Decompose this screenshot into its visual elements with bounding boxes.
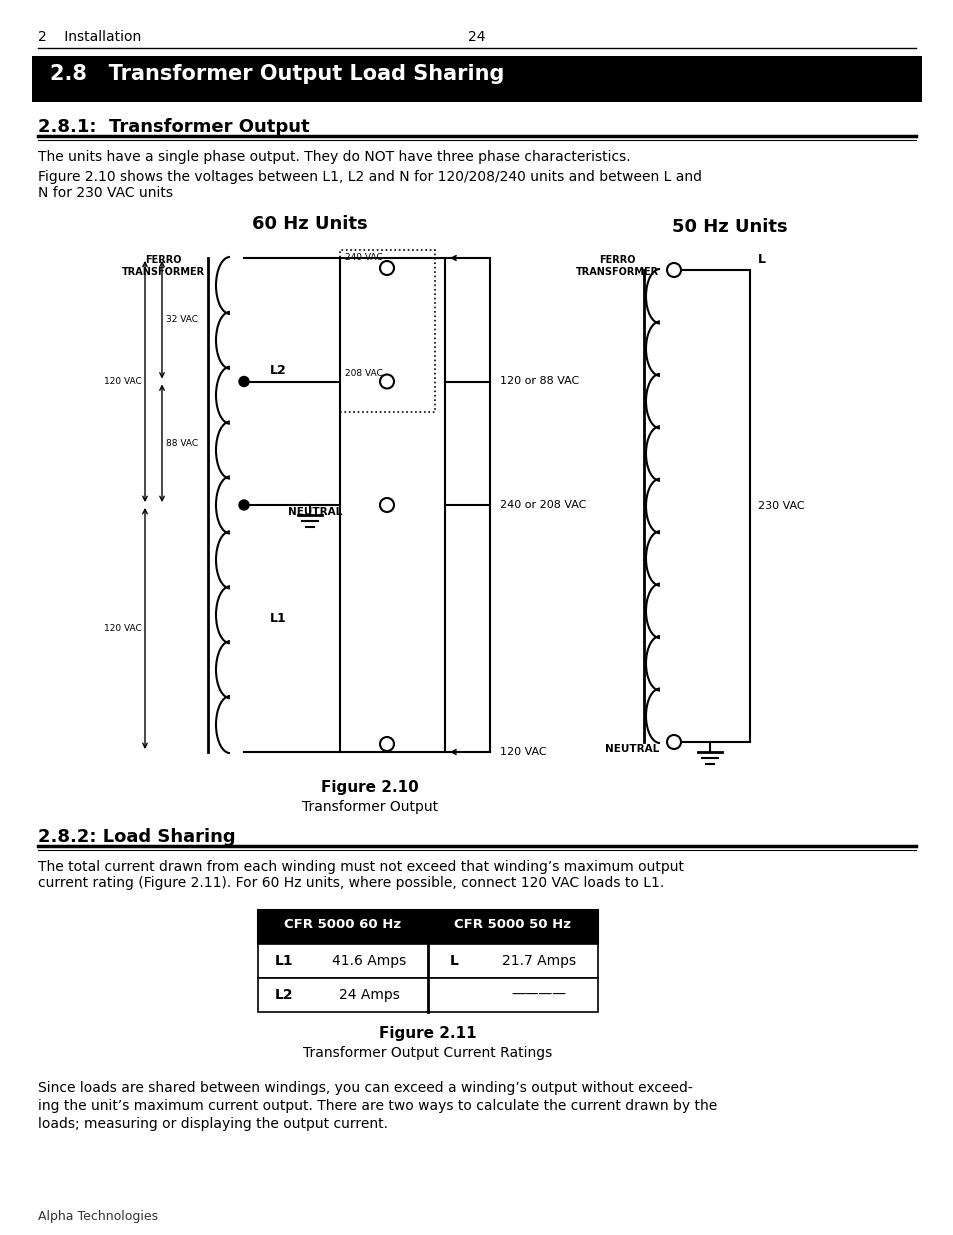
Text: 120 VAC: 120 VAC bbox=[104, 624, 142, 634]
Text: ing the unit’s maximum current output. There are two ways to calculate the curre: ing the unit’s maximum current output. T… bbox=[38, 1099, 717, 1113]
Circle shape bbox=[379, 737, 394, 751]
Text: 230 VAC: 230 VAC bbox=[758, 501, 803, 511]
Text: L1: L1 bbox=[274, 953, 293, 968]
Text: 2.8   Transformer Output Load Sharing: 2.8 Transformer Output Load Sharing bbox=[50, 64, 504, 84]
Text: Figure 2.11: Figure 2.11 bbox=[378, 1026, 476, 1041]
Circle shape bbox=[379, 498, 394, 513]
Text: The total current drawn from each winding must not exceed that winding’s maximum: The total current drawn from each windin… bbox=[38, 860, 683, 890]
Text: 240 or 208 VAC: 240 or 208 VAC bbox=[499, 500, 586, 510]
Bar bbox=[32, 56, 921, 103]
Text: 2.8.1:  Transformer Output: 2.8.1: Transformer Output bbox=[38, 119, 310, 136]
Text: L2: L2 bbox=[270, 364, 287, 378]
Text: 2.8.2: Load Sharing: 2.8.2: Load Sharing bbox=[38, 827, 235, 846]
Text: 2    Installation: 2 Installation bbox=[38, 30, 141, 44]
Text: 41.6 Amps: 41.6 Amps bbox=[332, 953, 406, 968]
Text: ————: ———— bbox=[511, 988, 566, 1002]
Bar bbox=[339, 249, 435, 411]
Text: FERRO
TRANSFORMER: FERRO TRANSFORMER bbox=[575, 254, 658, 277]
Text: Since loads are shared between windings, you can exceed a winding’s output witho: Since loads are shared between windings,… bbox=[38, 1081, 692, 1095]
Circle shape bbox=[239, 500, 249, 510]
Circle shape bbox=[379, 374, 394, 389]
Bar bbox=[257, 944, 598, 978]
Text: Transformer Output: Transformer Output bbox=[301, 800, 437, 814]
Circle shape bbox=[239, 377, 249, 387]
Circle shape bbox=[379, 261, 394, 275]
Text: loads; measuring or displaying the output current.: loads; measuring or displaying the outpu… bbox=[38, 1116, 388, 1131]
Text: 120 VAC: 120 VAC bbox=[104, 377, 142, 387]
Text: CFR 5000 60 Hz: CFR 5000 60 Hz bbox=[284, 918, 401, 931]
Text: L: L bbox=[758, 253, 765, 266]
Text: CFR 5000 50 Hz: CFR 5000 50 Hz bbox=[454, 918, 571, 931]
Text: 32 VAC: 32 VAC bbox=[166, 315, 198, 325]
Text: FERRO
TRANSFORMER: FERRO TRANSFORMER bbox=[121, 254, 204, 277]
Text: L: L bbox=[449, 953, 458, 968]
Text: The units have a single phase output. They do NOT have three phase characteristi: The units have a single phase output. Th… bbox=[38, 149, 630, 164]
Text: Figure 2.10: Figure 2.10 bbox=[321, 781, 418, 795]
Text: 240 VAC: 240 VAC bbox=[345, 253, 382, 262]
Bar bbox=[257, 910, 598, 944]
Bar bbox=[339, 258, 444, 752]
Text: 208 VAC: 208 VAC bbox=[345, 368, 382, 378]
Text: 24: 24 bbox=[468, 30, 485, 44]
Text: 88 VAC: 88 VAC bbox=[166, 438, 198, 448]
Text: 50 Hz Units: 50 Hz Units bbox=[672, 219, 787, 236]
Text: 120 VAC: 120 VAC bbox=[499, 747, 546, 757]
Text: NEUTRAL: NEUTRAL bbox=[288, 508, 342, 517]
Text: 120 or 88 VAC: 120 or 88 VAC bbox=[499, 377, 578, 387]
Text: Transformer Output Current Ratings: Transformer Output Current Ratings bbox=[303, 1046, 552, 1060]
Circle shape bbox=[666, 735, 680, 748]
Text: 21.7 Amps: 21.7 Amps bbox=[501, 953, 576, 968]
Circle shape bbox=[666, 263, 680, 277]
Text: Figure 2.10 shows the voltages between L1, L2 and N for 120/208/240 units and be: Figure 2.10 shows the voltages between L… bbox=[38, 170, 701, 200]
Text: NEUTRAL: NEUTRAL bbox=[604, 743, 659, 755]
Text: 60 Hz Units: 60 Hz Units bbox=[252, 215, 368, 233]
Text: L2: L2 bbox=[274, 988, 293, 1002]
Text: L1: L1 bbox=[270, 611, 287, 625]
Bar bbox=[257, 978, 598, 1011]
Text: 24 Amps: 24 Amps bbox=[338, 988, 399, 1002]
Text: Alpha Technologies: Alpha Technologies bbox=[38, 1210, 158, 1223]
